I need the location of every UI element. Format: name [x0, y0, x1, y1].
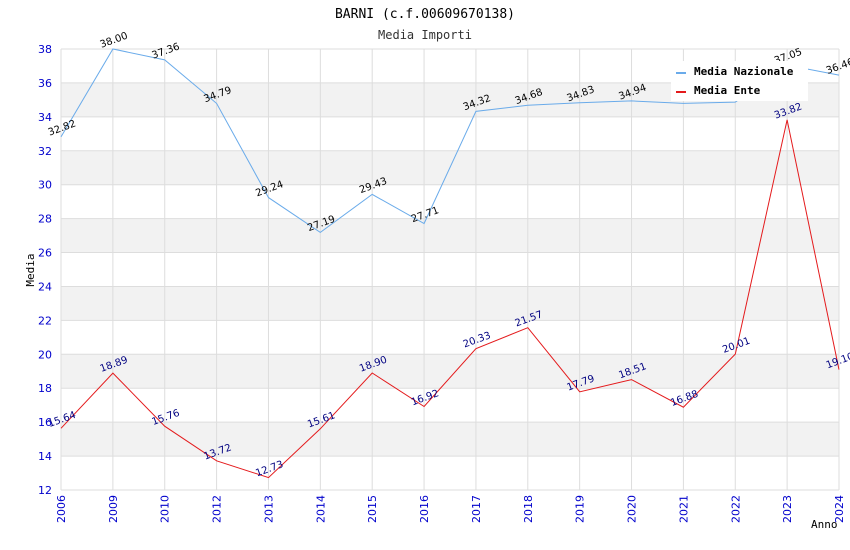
legend-label-ente: Media Ente	[694, 84, 761, 97]
data-label-media-ente: 20.33	[462, 330, 493, 350]
x-tick-label: 2023	[781, 495, 794, 523]
x-tick-label: 2018	[522, 495, 535, 523]
background-bands	[61, 82, 839, 457]
data-label-media-ente: 20.01	[721, 336, 752, 356]
x-tick-label: 2021	[677, 495, 690, 523]
data-label-media-nazionale: 36.46	[825, 57, 850, 77]
y-tick-label: 34	[38, 111, 52, 124]
x-tick-label: 2014	[314, 495, 327, 523]
x-tick-label: 2009	[107, 495, 120, 523]
data-label-media-nazionale: 38.00	[99, 31, 130, 51]
x-tick-label: 2015	[366, 495, 379, 523]
legend-box	[671, 61, 808, 101]
legend-label-national: Media Nazionale	[694, 65, 794, 78]
x-tick-label: 2013	[262, 495, 275, 523]
y-tick-label: 26	[38, 247, 52, 260]
y-axis-label: Media	[24, 253, 37, 286]
x-tick-label: 2016	[418, 495, 431, 523]
grid-band	[61, 422, 839, 457]
x-tick-label: 2010	[159, 495, 172, 523]
y-tick-label: 32	[38, 145, 52, 158]
y-tick-label: 22	[38, 314, 52, 327]
x-tick-label: 2006	[55, 495, 68, 523]
x-axis-ticks: 2006 2009 2010 2012 2013 2014 2015 2016 2017 2018…	[55, 495, 846, 523]
y-tick-label: 36	[38, 77, 52, 90]
x-axis-label: Anno	[811, 518, 838, 531]
y-tick-label: 30	[38, 179, 52, 192]
y-tick-label: 38	[38, 43, 52, 56]
y-tick-label: 24	[38, 280, 52, 293]
y-tick-label: 20	[38, 348, 52, 361]
y-axis-ticks: 12 14 16 18 20 22 24 26 28 30 32 34 36 38	[38, 43, 52, 497]
x-tick-label: 2019	[574, 495, 587, 523]
chart-subtitle: Media Importi	[378, 28, 472, 42]
y-tick-label: 28	[38, 213, 52, 226]
data-label-media-nazionale: 37.36	[151, 41, 182, 61]
x-tick-label: 2022	[729, 495, 742, 523]
grid-band	[61, 286, 839, 321]
y-tick-label: 12	[38, 484, 52, 497]
series-line-media-nazionale	[60, 48, 840, 234]
x-tick-label: 2017	[470, 495, 483, 523]
y-tick-label: 14	[38, 450, 52, 463]
series-lines	[60, 48, 840, 479]
grid-band	[61, 218, 839, 253]
gridlines	[60, 48, 840, 491]
legend: Media Nazionale Media Ente	[671, 61, 808, 101]
chart-title: BARNI (c.f.00609670138)	[335, 7, 515, 22]
series-line-media-ente	[60, 119, 840, 479]
y-tick-label: 16	[38, 416, 52, 429]
grid-band	[61, 354, 839, 389]
x-tick-label: 2024	[833, 495, 846, 523]
y-tick-label: 18	[38, 382, 52, 395]
x-tick-label: 2020	[626, 495, 639, 523]
x-tick-label: 2012	[211, 495, 224, 523]
